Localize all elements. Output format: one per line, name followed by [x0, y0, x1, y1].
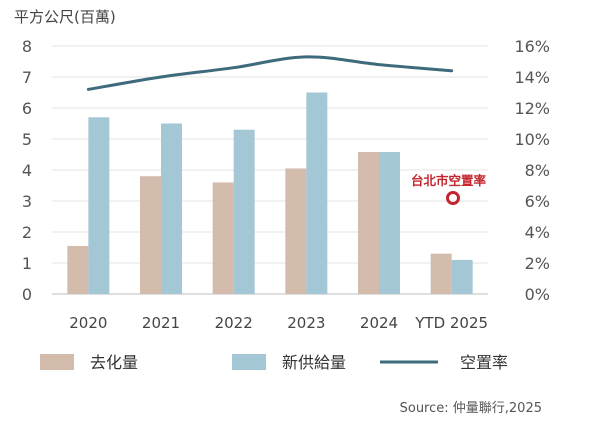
- y-tick-label: 1: [22, 254, 32, 273]
- annotation-text: 台北市空置率: [411, 173, 487, 188]
- bar-new-supply: [233, 129, 255, 294]
- x-tick-label: 2022: [215, 314, 253, 332]
- y-unit-label: 平方公尺(百萬): [14, 8, 116, 26]
- bar-new-supply: [306, 92, 328, 294]
- bar-new-supply: [161, 123, 182, 294]
- x-tick-label: YTD 2025: [414, 314, 488, 332]
- grid-lines: [52, 45, 488, 295]
- x-tick-label: 2021: [142, 314, 180, 332]
- y-tick-label: 2: [22, 223, 32, 242]
- legend-label-take-up: 去化量: [90, 353, 138, 372]
- axis-ticks: 0 1 2 3 4 5 6 7 8 0% 2% 4% 6% 8% 10% 12% 14% 16% 2020 2021 2…: [22, 37, 550, 332]
- y2-tick-label: 8%: [525, 161, 550, 180]
- y2-tick-label: 12%: [514, 99, 550, 118]
- legend: 去化量 新供給量 空置率: [40, 353, 508, 372]
- y-tick-label: 4: [22, 161, 32, 180]
- y2-tick-label: 2%: [525, 254, 550, 273]
- y-tick-label: 6: [22, 99, 32, 118]
- legend-label-vacancy: 空置率: [460, 353, 508, 372]
- bar-take-up: [212, 182, 234, 294]
- x-tick-label: 2023: [287, 314, 325, 332]
- y-tick-label: 8: [22, 37, 32, 56]
- bar-take-up: [358, 152, 379, 294]
- vacancy-line-path: [86, 55, 454, 91]
- y2-tick-label: 4%: [525, 223, 550, 242]
- y-tick-label: 3: [22, 192, 32, 211]
- x-tick-label: 2020: [69, 314, 107, 332]
- y-tick-label: 0: [22, 285, 32, 304]
- y2-tick-label: 6%: [525, 192, 550, 211]
- bar-take-up: [430, 253, 452, 294]
- legend-swatch-new-supply: [232, 354, 266, 370]
- y2-tick-label: 10%: [514, 130, 550, 149]
- bar-take-up: [285, 168, 307, 294]
- y-tick-label: 5: [22, 130, 32, 149]
- bar-new-supply: [451, 259, 473, 294]
- legend-label-new-supply: 新供給量: [282, 353, 346, 372]
- vacancy-line: [86, 55, 454, 91]
- x-tick-label: 2024: [360, 314, 398, 332]
- bar-new-supply: [88, 117, 110, 294]
- annotation-marker: [446, 191, 460, 205]
- bar-take-up: [140, 176, 161, 294]
- y2-tick-label: 16%: [514, 37, 550, 56]
- bar-new-supply: [379, 152, 400, 294]
- source-note: Source: 仲量聯行,2025: [400, 401, 542, 416]
- y2-tick-label: 14%: [514, 68, 550, 87]
- bar-take-up: [67, 245, 89, 294]
- y2-tick-label: 0%: [525, 285, 550, 304]
- legend-swatch-take-up: [40, 354, 74, 370]
- bars: [67, 92, 473, 294]
- y-tick-label: 7: [22, 68, 32, 87]
